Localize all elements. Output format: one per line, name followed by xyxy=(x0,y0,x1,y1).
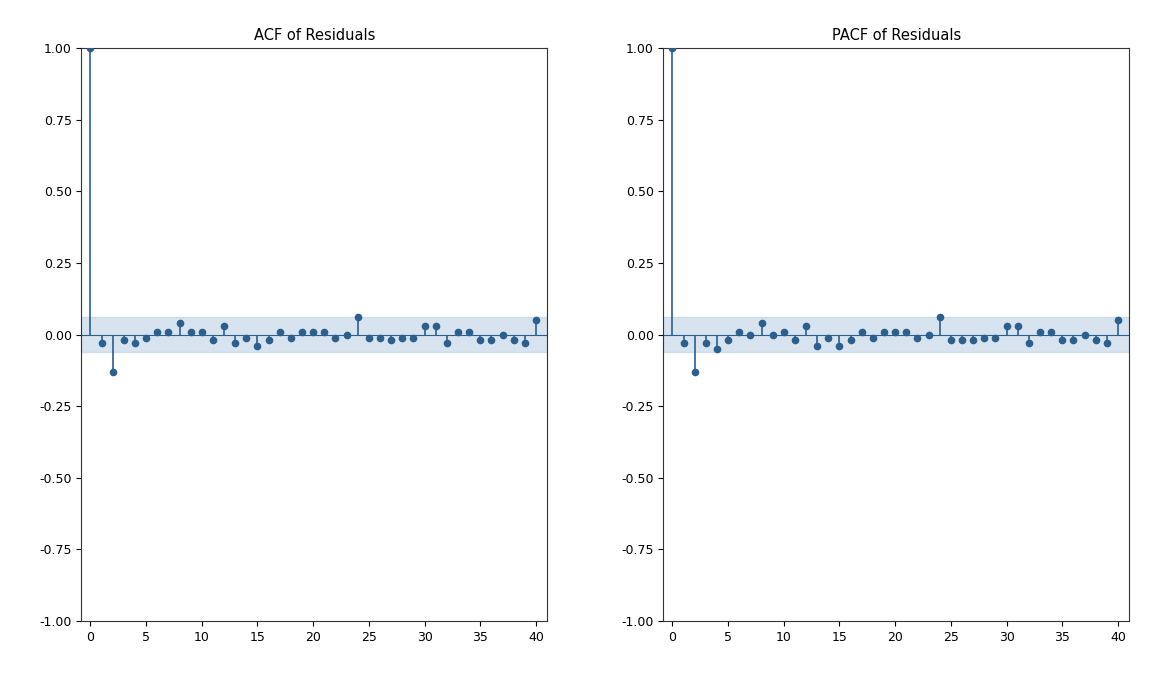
Title: ACF of Residuals: ACF of Residuals xyxy=(254,28,375,43)
Bar xyxy=(663,317,1129,353)
Title: PACF of Residuals: PACF of Residuals xyxy=(831,28,961,43)
Bar xyxy=(81,317,547,353)
